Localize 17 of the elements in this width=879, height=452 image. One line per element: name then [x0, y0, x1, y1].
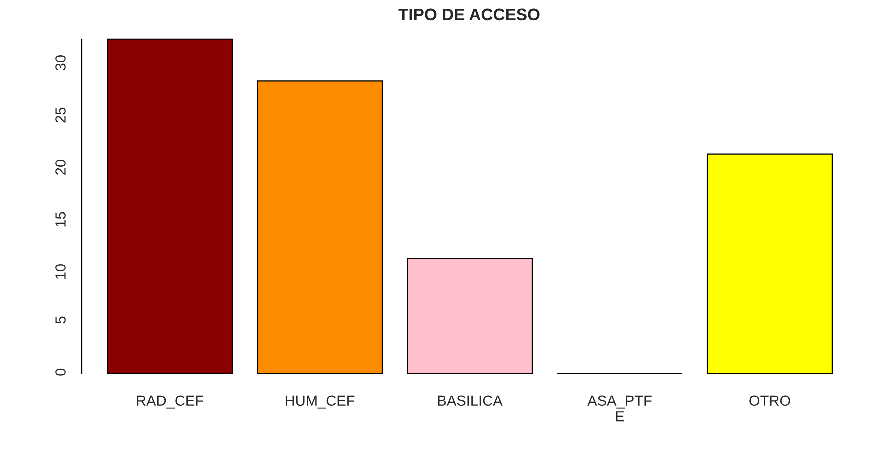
bar — [706, 154, 834, 374]
y-tick-label: 15 — [56, 212, 66, 227]
x-tick-label: OTRO — [750, 396, 790, 406]
y-tick-label: 30 — [56, 56, 66, 71]
chart-title: TIPO DE ACCESO — [398, 8, 540, 21]
x-tick-label: RAD_CEF — [137, 396, 204, 409]
y-tick-label: 25 — [56, 108, 66, 123]
y-tick-label: 5 — [56, 316, 66, 324]
bar — [407, 258, 534, 374]
y-tick-label: 10 — [56, 264, 66, 279]
bar — [107, 38, 234, 374]
x-tick-label: ASA_PTF E — [588, 396, 652, 422]
y-tick-label: 20 — [56, 160, 66, 175]
y-tick-label: 0 — [56, 368, 66, 376]
bar — [257, 80, 384, 374]
x-tick-label: HUM_CEF — [286, 396, 355, 409]
x-tick-label: BASILICA — [438, 396, 503, 406]
